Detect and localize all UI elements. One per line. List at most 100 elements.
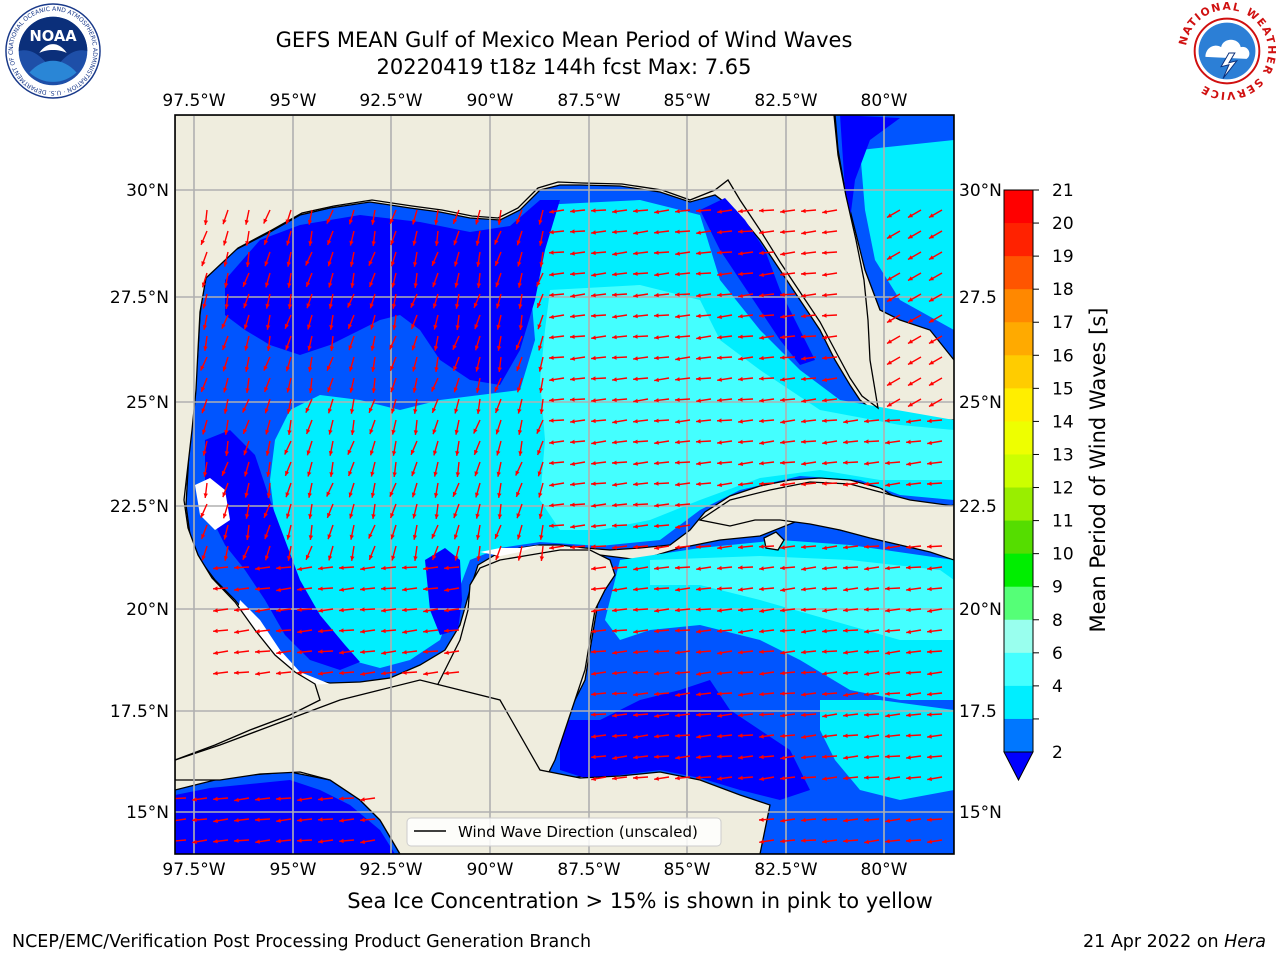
wave-direction-arrowhead [738, 293, 743, 298]
wave-direction-arrowhead [801, 481, 806, 487]
wave-zone-lt2-pacific [175, 780, 395, 854]
wave-direction-arrowhead [780, 776, 785, 781]
wave-direction-arrowhead [431, 533, 436, 539]
wave-direction-arrowhead [738, 755, 743, 760]
wave-direction-arrowhead [318, 817, 323, 822]
wave-direction-arrowhead [675, 356, 680, 361]
wave-direction-arrowhead [591, 208, 596, 213]
wave-direction-arrowhead [759, 776, 764, 781]
wave-direction-arrowhead [224, 283, 229, 288]
wave-direction-arrowhead [245, 535, 250, 540]
wave-direction-arrowhead [908, 339, 913, 344]
map-title: GEFS MEAN Gulf of Mexico Mean Period of … [275, 28, 853, 52]
wave-direction-arrowhead [516, 240, 521, 246]
wave-direction-arrowhead [549, 523, 554, 528]
wave-direction-arrowhead [801, 293, 806, 298]
wave-direction-arrowhead [822, 250, 827, 255]
wave-direction-arrowhead [780, 482, 785, 487]
wave-direction-arrowhead [759, 671, 764, 676]
wave-direction-arrowhead [696, 671, 701, 676]
wave-direction-arrowhead [738, 629, 743, 634]
wave-direction-arrowhead [381, 650, 386, 655]
wave-direction-arrowhead [654, 418, 659, 423]
wave-direction-arrowhead [801, 712, 806, 718]
wave-direction-arrowhead [329, 472, 334, 477]
wave-direction-arrowhead [717, 440, 722, 445]
wave-direction-arrowhead [591, 418, 596, 424]
wave-direction-arrowhead [455, 304, 460, 309]
wave-direction-arrowhead [349, 366, 354, 372]
colorbar-label: 20 [1052, 214, 1074, 234]
wave-direction-arrowhead [371, 367, 376, 372]
wave-direction-arrow [175, 818, 187, 822]
wave-direction-arrowhead [822, 839, 827, 844]
wave-direction-arrowhead [929, 318, 934, 323]
colorbar-label: 4 [1052, 677, 1063, 697]
wave-direction-arrowhead [759, 461, 764, 466]
wave-direction-arrowhead [497, 514, 503, 519]
wave-direction-arrowhead [591, 376, 596, 381]
wave-direction-arrowhead [221, 470, 226, 476]
wave-direction-arrowhead [759, 376, 764, 381]
wave-direction-arrowhead [381, 608, 386, 613]
wave-direction-arrowhead [349, 513, 354, 519]
wave-direction-arrowhead [633, 334, 638, 339]
wave-direction-arrowhead [696, 481, 701, 487]
wave-direction-arrowhead [675, 229, 680, 234]
wave-direction-arrowhead [591, 691, 596, 697]
wave-direction-arrowhead [885, 440, 890, 445]
wave-direction-arrowhead [759, 754, 764, 760]
wave-direction-arrowhead [549, 209, 554, 214]
wave-direction-arrowhead [297, 838, 302, 843]
wave-direction-arrowhead [245, 262, 251, 267]
wave-direction-arrowhead [717, 377, 722, 382]
wave-direction-arrowhead [286, 408, 292, 414]
wave-direction-arrowhead [349, 534, 354, 540]
wave-direction-arrowhead [570, 397, 575, 402]
wave-direction-arrowhead [297, 587, 302, 592]
wave-direction-arrowhead [307, 219, 313, 225]
wave-zone-4-6-caribbean-east [820, 700, 954, 800]
wave-direction-arrowhead [780, 314, 785, 319]
wave-direction-arrowhead [244, 492, 249, 498]
wave-direction-arrowhead [929, 360, 934, 365]
wave-direction-arrowhead [265, 282, 270, 288]
wave-direction-arrowhead [906, 650, 911, 655]
wave-direction-arrowhead [717, 272, 722, 277]
wave-direction-arrowhead [339, 565, 344, 570]
wave-direction-arrowhead [887, 360, 892, 365]
wave-direction-arrowhead [801, 334, 806, 339]
wave-direction-arrowhead [780, 545, 785, 550]
wave-direction-arrowhead [591, 566, 596, 571]
lat-label-left: 17.5°N [110, 702, 169, 722]
wave-direction-arrowhead [717, 691, 722, 696]
wave-direction-arrowhead [696, 754, 701, 760]
colorbar-label: 16 [1052, 346, 1074, 366]
wave-direction-arrowhead [305, 407, 310, 413]
wave-direction-arrowhead [432, 282, 437, 288]
wave-direction-arrowhead [612, 776, 617, 781]
wave-direction-arrowhead [432, 429, 437, 435]
wave-direction-arrowhead [738, 208, 743, 214]
wave-direction-arrowhead [822, 230, 827, 235]
wave-direction-arrowhead [213, 586, 218, 591]
wave-direction-arrowhead [223, 555, 229, 561]
lat-label-left: 20°N [126, 600, 169, 620]
wave-direction-arrowhead [759, 250, 764, 256]
wave-direction-arrowhead [738, 439, 743, 445]
wave-direction-arrowhead [927, 544, 932, 549]
wave-direction-arrowhead [822, 671, 827, 676]
wave-direction-arrowhead [759, 293, 764, 298]
wave-direction-arrowhead [759, 839, 764, 844]
wave-direction-arrowhead [696, 313, 701, 319]
wave-direction-arrowhead [843, 692, 848, 697]
wave-direction-arrowhead [255, 649, 260, 654]
wave-direction-arrowhead [633, 734, 638, 739]
wave-direction-arrowhead [276, 608, 281, 613]
wave-direction-arrowhead [927, 671, 932, 676]
wave-direction-arrowhead [515, 344, 520, 350]
wave-direction-arrowhead [391, 555, 396, 561]
wave-direction-arrowhead [864, 418, 869, 424]
wave-direction-arrowhead [801, 376, 806, 382]
wave-direction-arrowhead [591, 523, 596, 529]
